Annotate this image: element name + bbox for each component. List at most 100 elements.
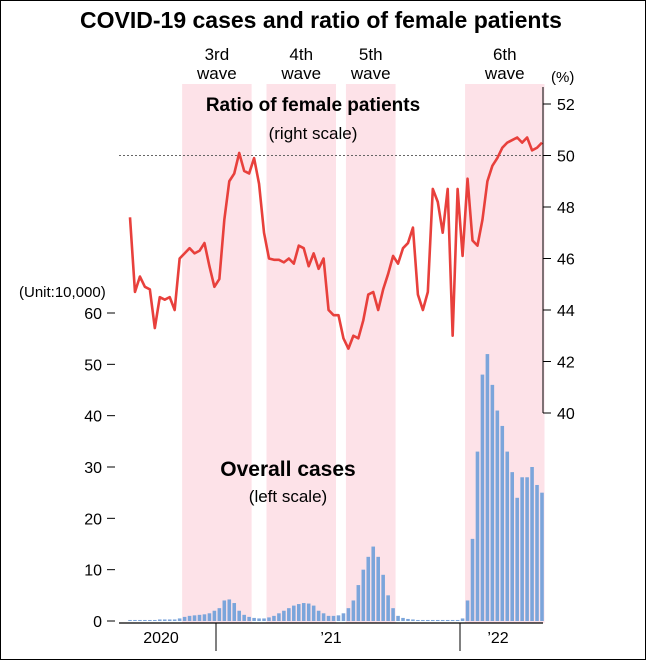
cases-bar xyxy=(257,618,261,621)
chart-title: COVID-19 cases and ratio of female patie… xyxy=(80,7,562,33)
right-tick-label: 46 xyxy=(557,252,575,269)
cases-bar xyxy=(520,477,524,621)
cases-bar xyxy=(227,599,232,621)
cases-bar xyxy=(336,615,341,621)
cases-bar xyxy=(475,451,480,621)
cases-bar xyxy=(341,613,346,621)
cases-bar xyxy=(187,615,192,621)
right-tick-label: 44 xyxy=(557,303,575,320)
cases-bar xyxy=(128,619,132,621)
cases-bar xyxy=(153,619,157,621)
x-tick-label: ’21 xyxy=(320,630,341,647)
cases-bar xyxy=(162,619,167,621)
left-axis: 0 10 20 30 40 50 60 xyxy=(84,306,115,631)
cases-bar xyxy=(515,497,519,621)
cases-bar xyxy=(292,605,296,621)
cases-bar xyxy=(321,613,326,621)
cases-bar xyxy=(431,619,435,621)
bar-series-name: Overall cases xyxy=(220,458,355,481)
female-ratio-line xyxy=(128,136,543,350)
wave-label-number: 5th xyxy=(359,45,383,64)
cases-bar xyxy=(217,608,222,621)
cases-bar xyxy=(381,574,385,621)
wave-label-word: wave xyxy=(280,64,321,83)
cases-bar xyxy=(495,410,500,621)
cases-bar xyxy=(426,619,430,621)
wave-label-number: 4th xyxy=(289,45,313,64)
cases-bar xyxy=(177,618,182,621)
left-tick-label: 20 xyxy=(84,511,102,528)
cases-bar xyxy=(356,585,361,621)
cases-bar xyxy=(326,615,331,621)
cases-bar xyxy=(182,616,187,621)
left-tick-label: 40 xyxy=(84,409,102,426)
cases-bar xyxy=(212,610,217,621)
cases-bar xyxy=(301,603,306,621)
cases-bar xyxy=(465,600,470,621)
cases-bar xyxy=(311,605,316,621)
wave-band-3 xyxy=(182,84,252,623)
cases-bar xyxy=(500,425,505,621)
cases-bar xyxy=(282,610,286,621)
cases-bar xyxy=(133,619,137,621)
cases-bar xyxy=(222,600,227,621)
cases-bar xyxy=(391,608,395,621)
cases-bar xyxy=(138,619,142,621)
cases-bar xyxy=(366,556,371,621)
cases-bar xyxy=(252,617,256,621)
x-tick-label: ’22 xyxy=(487,630,508,647)
wave-band-5 xyxy=(345,84,396,623)
cases-bar xyxy=(416,619,420,621)
x-tick-label: 2020 xyxy=(143,630,179,647)
left-tick-label: 50 xyxy=(84,357,102,374)
cases-bar xyxy=(267,617,271,621)
cases-bar xyxy=(172,619,177,621)
wave-label-number: 6th xyxy=(493,45,517,64)
right-unit-label: (%) xyxy=(551,69,574,86)
line-series-note: (right scale) xyxy=(269,124,358,143)
wave-label-word: wave xyxy=(350,64,391,83)
cases-bar xyxy=(435,619,440,621)
cases-bar xyxy=(361,569,366,621)
cases-bar xyxy=(287,608,291,621)
right-tick-label: 40 xyxy=(557,406,575,423)
cases-bar xyxy=(411,619,415,621)
cases-bar xyxy=(351,600,356,621)
cases-bar xyxy=(316,610,321,621)
cases-bar xyxy=(530,467,534,621)
cases-bar xyxy=(505,451,510,621)
cases-bar xyxy=(192,615,197,621)
wave-label-number: 3rd xyxy=(205,45,230,64)
right-tick-label: 48 xyxy=(557,200,575,217)
cases-bar xyxy=(396,615,400,621)
wave-label-word: wave xyxy=(484,64,525,83)
cases-bar xyxy=(480,374,485,621)
cases-bar xyxy=(371,546,376,621)
right-tick-label: 50 xyxy=(557,149,575,166)
cases-bar xyxy=(376,556,380,621)
cases-bar xyxy=(296,604,301,621)
cases-bar xyxy=(406,618,410,621)
cases-bar xyxy=(242,614,246,621)
cases-bar xyxy=(262,618,266,621)
cases-bar xyxy=(272,615,276,621)
cases-bar xyxy=(401,617,405,621)
overall-cases-bars xyxy=(128,354,544,621)
left-tick-label: 10 xyxy=(84,563,102,580)
cases-bar xyxy=(455,619,460,621)
cases-bar xyxy=(306,603,311,621)
cases-bar xyxy=(440,619,445,621)
left-tick-label: 30 xyxy=(84,460,102,477)
left-tick-label: 0 xyxy=(93,614,102,631)
left-unit-label: (Unit:10,000) xyxy=(19,284,106,301)
cases-bar xyxy=(470,538,475,621)
cases-bar xyxy=(450,619,455,621)
cases-bar xyxy=(277,613,281,621)
cases-bar xyxy=(202,614,207,621)
cases-bar xyxy=(157,619,162,621)
x-axis: 2020 ’21 ’22 xyxy=(119,622,543,651)
right-tick-label: 42 xyxy=(557,355,575,372)
